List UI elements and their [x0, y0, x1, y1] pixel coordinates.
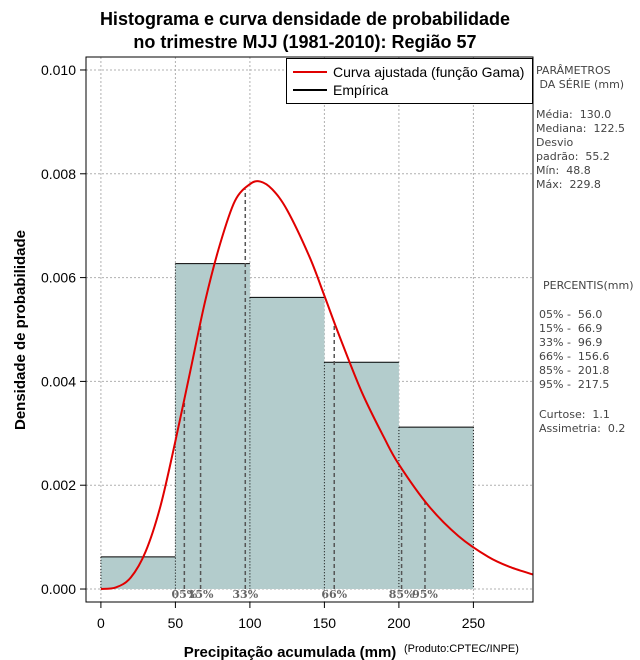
x-tick-label-3: 150 — [313, 615, 337, 631]
y-tick-label-1: 0.002 — [41, 477, 76, 493]
y-tick-label-4: 0.008 — [41, 166, 76, 182]
percentile-lines — [183, 189, 426, 590]
percentile-label-2: 33% — [232, 588, 258, 601]
histogram-bar-1 — [175, 263, 250, 590]
percentis-curtose: Curtose: 1.1 — [539, 408, 610, 421]
y-tick-label-2: 0.004 — [41, 373, 76, 389]
fitted-curve-line — [100, 180, 534, 591]
percentile-label-0: 05% — [171, 588, 197, 601]
percentis-p95: 95% - 217.5 — [539, 378, 610, 391]
legend-empirical-swatch — [293, 89, 327, 91]
percentis-p15: 15% - 66.9 — [539, 322, 603, 335]
legend-fitted-swatch — [293, 71, 327, 73]
x-tick-label-4: 200 — [387, 615, 411, 631]
x-axis: 0 50 100 150 200 250 — [97, 602, 485, 631]
chart-title-line1: Histograma e curva densidade de probabil… — [99, 9, 511, 29]
params-desvio1: Desvio — [536, 136, 574, 149]
legend-fitted-label: Curva ajustada (função Gama) — [333, 64, 525, 80]
y-axis-label: Densidade de probabilidade — [12, 230, 29, 430]
params-desvio2: padrão: 55.2 — [536, 150, 610, 163]
x-tick-label-5: 250 — [462, 615, 486, 631]
percentis-p85: 85% - 201.8 — [539, 364, 610, 377]
percentile-label-4: 85% — [389, 588, 415, 601]
params-max: Máx: 229.8 — [536, 178, 601, 191]
params-min: Mín: 48.8 — [536, 164, 591, 177]
percentis-p66: 66% - 156.6 — [539, 350, 610, 363]
legend: Curva ajustada (função Gama) Empírica — [286, 58, 533, 104]
histogram-bar-2 — [249, 297, 325, 590]
percentile-label-1: 15% — [188, 588, 214, 601]
x-tick-label-1: 50 — [168, 615, 184, 631]
percentis-header: PERCENTIS(mm) — [543, 279, 634, 292]
percentile-label-5: 95% — [412, 588, 438, 601]
params-mediana: Mediana: 122.5 — [536, 122, 625, 135]
credit-label: (Produto:CPTEC/INPE) — [404, 643, 519, 655]
histogram-bar-0 — [100, 556, 176, 590]
y-tick-label-3: 0.006 — [41, 270, 76, 286]
chart-title-line2: no trimestre MJJ (1981-2010): Região 57 — [133, 32, 477, 52]
histogram-bar-4 — [398, 427, 474, 590]
percentile-labels: 05%15% 33% 66% 85%95% — [171, 588, 438, 601]
percentis-p33: 33% - 96.9 — [539, 336, 603, 349]
histogram-bar-3 — [324, 362, 399, 590]
x-axis-label: Precipitação acumulada (mm) — [184, 644, 397, 660]
params-media: Média: 130.0 — [536, 108, 612, 121]
y-tick-label-5: 0.010 — [41, 62, 76, 78]
params-header2: DA SÉRIE (mm) — [536, 78, 625, 91]
percentis-assimetria: Assimetria: 0.2 — [539, 422, 626, 435]
x-tick-label-2: 100 — [238, 615, 262, 631]
plot-frame — [85, 56, 534, 603]
legend-empirical-label: Empírica — [333, 82, 389, 98]
histogram-bars — [100, 263, 474, 590]
percentile-label-3: 66% — [321, 588, 347, 601]
params-header1: PARÂMETROS — [536, 64, 611, 77]
y-tick-label-0: 0.000 — [41, 581, 76, 597]
x-tick-label-0: 0 — [97, 615, 105, 631]
percentis-p05: 05% - 56.0 — [539, 308, 603, 321]
y-axis: 0.000 0.002 0.004 0.006 0.008 0.010 — [41, 62, 86, 597]
